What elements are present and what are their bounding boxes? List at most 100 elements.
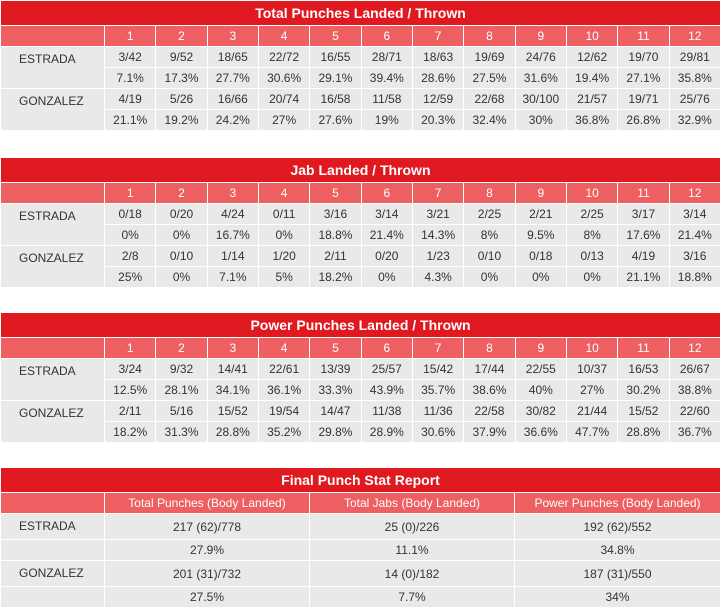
- pct-cell: 0%: [258, 225, 309, 246]
- landed-cell: 30/82: [515, 401, 566, 422]
- pct-cell: 4.3%: [412, 267, 463, 288]
- pct-cell: 7.7%: [310, 587, 515, 608]
- landed-cell: 14/41: [207, 359, 258, 380]
- pct-cell: 39.4%: [361, 68, 412, 89]
- pct-cell: 31.6%: [515, 68, 566, 89]
- table-row: GONZALEZ 201 (31)/732 14 (0)/182 187 (31…: [1, 561, 720, 587]
- blank-header: [1, 338, 105, 359]
- landed-cell: 2/11: [310, 246, 361, 267]
- round-header: 12: [669, 183, 720, 204]
- pct-cell: 40%: [515, 380, 566, 401]
- pct-cell: 36.7%: [669, 422, 720, 443]
- landed-cell: 22/58: [464, 401, 515, 422]
- landed-cell: 21/57: [566, 89, 617, 110]
- pct-cell: 14.3%: [412, 225, 463, 246]
- round-header: 11: [618, 26, 669, 47]
- pct-cell: 28.8%: [618, 422, 669, 443]
- pct-cell: 21.1%: [105, 110, 156, 131]
- landed-cell: 19/54: [258, 401, 309, 422]
- blank-cell: [1, 540, 105, 561]
- pct-cell: 27%: [258, 110, 309, 131]
- pct-cell: 28.1%: [156, 380, 207, 401]
- table-row: GONZALEZ 2/11 5/16 15/52 19/54 14/47 11/…: [1, 401, 720, 422]
- landed-cell: 1/20: [258, 246, 309, 267]
- pct-cell: 34.1%: [207, 380, 258, 401]
- round-header: 1: [105, 338, 156, 359]
- pct-cell: 27.7%: [207, 68, 258, 89]
- pct-cell: 27%: [566, 380, 617, 401]
- pct-cell: 32.9%: [669, 110, 720, 131]
- landed-cell: 5/26: [156, 89, 207, 110]
- table-row: GONZALEZ 2/8 0/10 1/14 1/20 2/11 0/20 1/…: [1, 246, 720, 267]
- fighter-name: ESTRADA: [1, 47, 105, 89]
- pct-cell: 17.3%: [156, 68, 207, 89]
- landed-cell: 24/76: [515, 47, 566, 68]
- pct-cell: 30.6%: [412, 422, 463, 443]
- pct-cell: 18.8%: [310, 225, 361, 246]
- pct-cell: 21.1%: [618, 267, 669, 288]
- landed-cell: 9/32: [156, 359, 207, 380]
- round-header: 10: [566, 338, 617, 359]
- pct-cell: 29.1%: [310, 68, 361, 89]
- pct-cell: 36.6%: [515, 422, 566, 443]
- pct-cell: 11.1%: [310, 540, 515, 561]
- round-header: 8: [464, 338, 515, 359]
- landed-cell: 16/58: [310, 89, 361, 110]
- pct-cell: 8%: [566, 225, 617, 246]
- round-header: 6: [361, 338, 412, 359]
- total-punches-header: Total Punches (Body Landed): [105, 493, 310, 514]
- landed-cell: 0/20: [361, 246, 412, 267]
- landed-cell: 21/44: [566, 401, 617, 422]
- blank-header: [1, 493, 105, 514]
- pct-cell: 19%: [361, 110, 412, 131]
- landed-cell: 4/19: [105, 89, 156, 110]
- pct-cell: 29.8%: [310, 422, 361, 443]
- round-header: 4: [258, 26, 309, 47]
- pct-cell: 0%: [361, 267, 412, 288]
- pct-cell: 18.2%: [105, 422, 156, 443]
- pct-cell: 0%: [464, 267, 515, 288]
- table-title: Jab Landed / Thrown: [1, 158, 720, 183]
- pct-cell: 30%: [515, 110, 566, 131]
- landed-cell: 14/47: [310, 401, 361, 422]
- pct-cell: 20.3%: [412, 110, 463, 131]
- landed-cell: 12/59: [412, 89, 463, 110]
- total-jabs-header: Total Jabs (Body Landed): [310, 493, 515, 514]
- pct-cell: 0%: [156, 225, 207, 246]
- final-header-row: Total Punches (Body Landed) Total Jabs (…: [1, 493, 720, 514]
- round-header: 1: [105, 183, 156, 204]
- pct-cell: 27.9%: [105, 540, 310, 561]
- round-header: 3: [207, 338, 258, 359]
- pct-cell: 21.4%: [361, 225, 412, 246]
- table-row: 7.1% 17.3% 27.7% 30.6% 29.1% 39.4% 28.6%…: [1, 68, 720, 89]
- table-row: 21.1% 19.2% 24.2% 27% 27.6% 19% 20.3% 32…: [1, 110, 720, 131]
- pct-cell: 32.4%: [464, 110, 515, 131]
- table-row: ESTRADA 0/18 0/20 4/24 0/11 3/16 3/14 3/…: [1, 204, 720, 225]
- table-row: ESTRADA 3/42 9/52 18/65 22/72 16/55 28/7…: [1, 47, 720, 68]
- pct-cell: 34.8%: [515, 540, 720, 561]
- round-header: 7: [412, 338, 463, 359]
- landed-cell: 4/19: [618, 246, 669, 267]
- table-row: 0% 0% 16.7% 0% 18.8% 21.4% 14.3% 8% 9.5%…: [1, 225, 720, 246]
- round-header: 5: [310, 183, 361, 204]
- round-header: 10: [566, 26, 617, 47]
- pct-cell: 0%: [515, 267, 566, 288]
- pct-cell: 0%: [156, 267, 207, 288]
- landed-cell: 0/20: [156, 204, 207, 225]
- round-header: 3: [207, 26, 258, 47]
- total-jabs-cell: 14 (0)/182: [310, 561, 515, 587]
- table-row: 27.9% 11.1% 34.8%: [1, 540, 720, 561]
- blank-header: [1, 26, 105, 47]
- round-header: 9: [515, 26, 566, 47]
- pct-cell: 28.8%: [207, 422, 258, 443]
- landed-cell: 22/55: [515, 359, 566, 380]
- landed-cell: 11/36: [412, 401, 463, 422]
- landed-cell: 11/38: [361, 401, 412, 422]
- fighter-name: GONZALEZ: [1, 89, 105, 131]
- landed-cell: 18/63: [412, 47, 463, 68]
- landed-cell: 25/57: [361, 359, 412, 380]
- landed-cell: 1/23: [412, 246, 463, 267]
- landed-cell: 16/55: [310, 47, 361, 68]
- round-header: 4: [258, 183, 309, 204]
- pct-cell: 25%: [105, 267, 156, 288]
